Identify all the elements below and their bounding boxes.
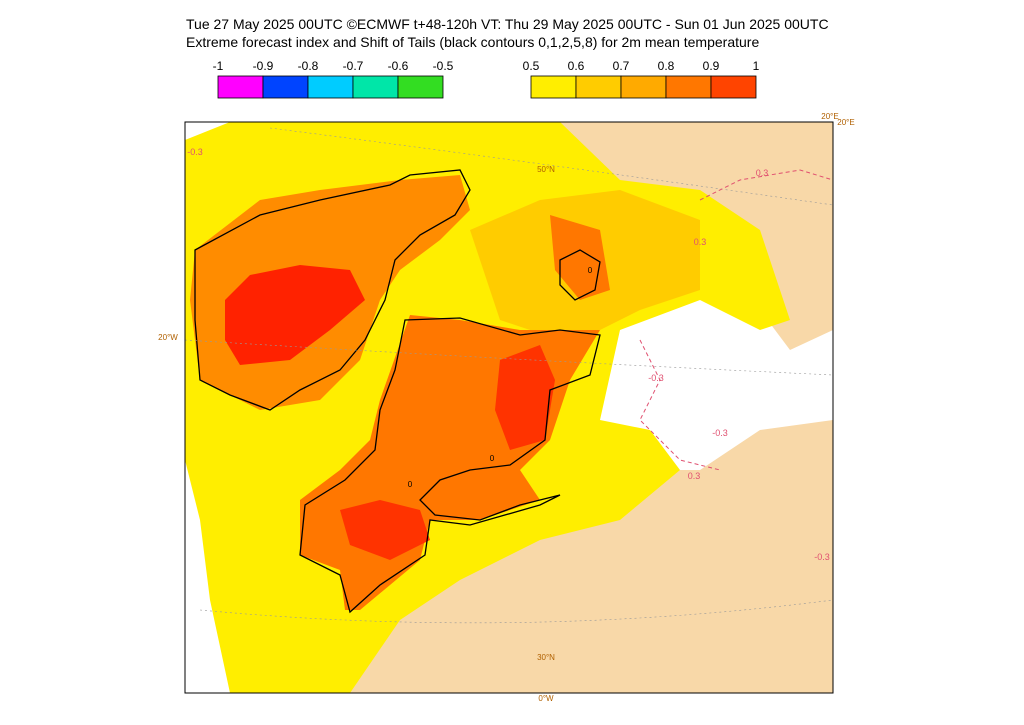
lon-label: 20°E [837, 118, 854, 127]
legend-label: 1 [753, 59, 760, 73]
legend-label: 0.5 [523, 59, 540, 73]
legend-label: 0.7 [613, 59, 630, 73]
lon-label: 20°W [158, 333, 178, 342]
legend-swatch [397, 75, 444, 99]
lon-label: 20°E [821, 112, 838, 121]
legend-swatch [575, 75, 622, 99]
legend-swatch [352, 75, 399, 99]
legends: -1 -0.9 -0.8 -0.7 -0.6 -0.5 0.5 0.6 0.7 0.8 0.9 1 [213, 59, 760, 99]
lat-label: 50°N [537, 165, 555, 174]
contour-label: 0.3 [688, 471, 701, 481]
legend-swatch [710, 75, 757, 99]
legend-label: 0.8 [658, 59, 675, 73]
legend-label: -0.7 [343, 59, 364, 73]
legend-swatch [530, 75, 577, 99]
legend-label: -0.5 [433, 59, 454, 73]
contour-label: -0.3 [814, 552, 830, 562]
contour-label: 0.3 [694, 237, 707, 247]
contour-label: 0 [490, 454, 495, 463]
map-frame [184, 121, 834, 694]
map: 20°W 0°W 50°N 30°N -0.3 0.3 0.3 -0.3 -0.… [185, 111, 833, 693]
legend-label: -0.8 [298, 59, 319, 73]
legend-label: -0.9 [253, 59, 274, 73]
lon-label: 20°W [252, 111, 272, 120]
lon-label: 0°W [538, 113, 554, 122]
lon-label: 0°W [538, 694, 554, 703]
legend-label: 0.6 [568, 59, 585, 73]
contour-label: 0 [408, 480, 413, 489]
contour-label: -0.3 [648, 373, 664, 383]
contour-label: -0.3 [712, 428, 728, 438]
header-line1: Tue 27 May 2025 00UTC ©ECMWF t+48-120h V… [186, 16, 829, 32]
legend-label: -1 [213, 59, 224, 73]
legend-label: -0.6 [388, 59, 409, 73]
contour-label: -0.3 [187, 147, 203, 157]
lat-label: 30°N [537, 653, 555, 662]
contour-label: 0.3 [756, 168, 769, 178]
legend-swatch [665, 75, 712, 99]
header-line2: Extreme forecast index and Shift of Tail… [186, 34, 759, 50]
contour-label: 0 [588, 266, 593, 275]
legend-swatch [262, 75, 309, 99]
legend-label: 0.9 [703, 59, 720, 73]
legend-swatch [307, 75, 354, 99]
legend-swatch [217, 75, 264, 99]
legend-swatch [620, 75, 667, 99]
